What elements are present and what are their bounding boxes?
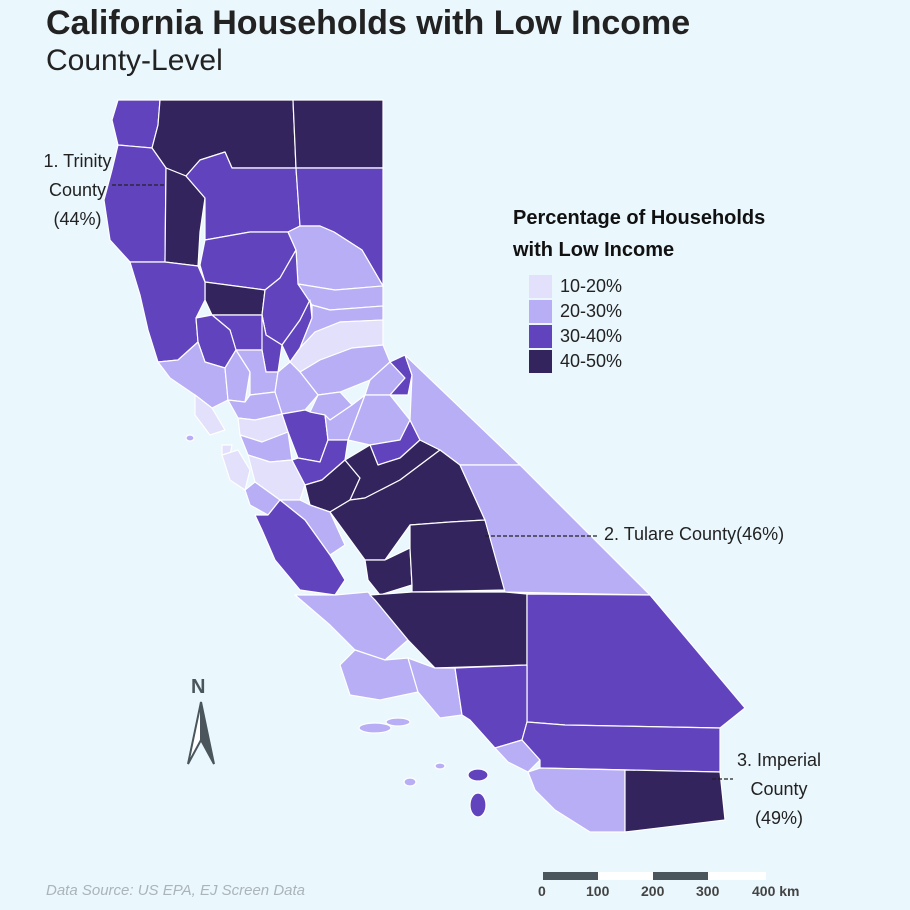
county-imperial [624,769,726,833]
legend-swatch [529,275,552,298]
channel-island-2 [385,717,411,727]
channel-island-3 [403,777,417,787]
annotation-imperial-line1: 3. Imperial [736,750,822,770]
legend-label: 10-20% [560,276,623,296]
county-inyo [459,464,651,596]
legend-item: 30-40% [529,324,813,349]
legend-title-line2: with Low Income [513,239,675,261]
bay-island [185,434,195,442]
legend-item: 40-50% [529,349,813,374]
legend-swatch [529,350,552,373]
channel-island-4 [434,762,446,770]
channel-island-5 [467,768,489,782]
county-monterey [254,499,346,596]
scale-label-100: 100 [586,883,610,899]
annotation-trinity: 1. Trinity County (44%) [30,147,125,234]
scale-label-400: 400 km [752,883,800,899]
annotation-imperial-line2: County [750,779,808,799]
legend-swatch [529,300,552,323]
county-san-bernardino [526,593,746,729]
annotation-trinity-line3: (44%) [53,209,102,229]
channel-island-1 [358,722,392,734]
north-arrow-label: N [191,676,206,698]
legend: Percentage of Households with Low Income… [513,202,813,374]
county-modoc [292,99,384,169]
north-arrow-icon [187,701,215,765]
scale-label-0: 0 [538,883,546,899]
county-san-diego [527,767,626,833]
legend-label: 40-50% [560,351,623,371]
legend-label: 20-30% [560,301,623,321]
legend-items: 10-20% 20-30% 30-40% 40-50% [529,274,813,374]
annotation-imperial-line3: (49%) [754,808,803,828]
legend-item: 20-30% [529,299,813,324]
scale-label-200: 200 [641,883,665,899]
scale-bar [543,872,766,880]
county-riverside [521,721,721,773]
annotation-trinity-line2: County [48,180,107,200]
map-subtitle: County-Level [46,44,223,77]
annotation-trinity-line1: 1. Trinity [43,151,112,171]
county-santa-barbara [339,649,419,701]
map-title: California Households with Low Income [46,4,691,42]
channel-island-6 [469,792,487,818]
annotation-imperial: 3. Imperial County (49%) [727,746,831,833]
scale-label-300: 300 [696,883,720,899]
county-tulare [409,519,506,593]
data-source-caption: Data Source: US EPA, EJ Screen Data [46,882,306,899]
legend-label: 30-40% [560,326,623,346]
legend-title: Percentage of Households with Low Income [513,202,813,266]
legend-item: 10-20% [529,274,813,299]
legend-title-line1: Percentage of Households [513,207,766,229]
county-marin [194,394,226,436]
county-san-mateo [221,449,251,491]
legend-swatch [529,325,552,348]
annotation-tulare-line1: 2. Tulare County(46%) [604,524,785,544]
county-del-norte [111,99,161,149]
annotation-tulare: 2. Tulare County(46%) [604,520,784,549]
county-los-angeles [454,664,528,749]
